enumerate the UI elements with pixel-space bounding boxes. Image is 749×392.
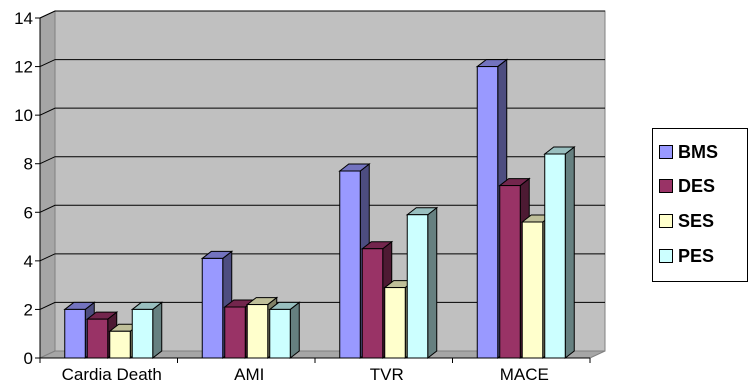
y-tick-label: 6 xyxy=(24,203,33,222)
legend: BMS DES SES PES xyxy=(652,128,748,282)
legend-label: PES xyxy=(678,245,715,266)
x-tick-label: MACE xyxy=(500,365,549,384)
gridline xyxy=(39,107,605,116)
y-tick-label: 14 xyxy=(14,9,33,28)
y-tick-label: 4 xyxy=(24,252,33,271)
legend-swatch xyxy=(659,214,673,228)
legend-item-bms: BMS xyxy=(659,141,718,163)
bar-pes-4 xyxy=(543,145,576,360)
gridline xyxy=(39,59,605,68)
y-tick-label: 10 xyxy=(14,106,33,125)
legend-label: SES xyxy=(678,210,715,231)
y-tick-label: 2 xyxy=(24,300,33,319)
legend-label: DES xyxy=(678,175,716,196)
y-tick-label: 12 xyxy=(14,58,33,77)
x-axis: Cardia Death AMI TVR MACE xyxy=(39,357,591,384)
legend-swatch xyxy=(659,179,673,193)
x-tick-label: AMI xyxy=(234,365,264,384)
legend-item-pes: PES xyxy=(659,245,714,267)
bar-pes-1 xyxy=(130,301,164,360)
gridline xyxy=(39,204,605,213)
legend-label: BMS xyxy=(678,141,718,162)
legend-item-ses: SES xyxy=(659,210,714,232)
y-tick-label: 0 xyxy=(24,349,33,368)
legend-item-des: DES xyxy=(659,175,715,197)
bars xyxy=(63,58,576,360)
bar-pes-3 xyxy=(405,206,439,360)
y-tick-label: 8 xyxy=(24,155,33,174)
y-axis: 0 2 4 6 8 10 12 14 xyxy=(14,9,41,368)
x-tick-label: TVR xyxy=(370,365,404,384)
gridline xyxy=(39,10,605,19)
legend-swatch xyxy=(659,145,673,159)
gridline xyxy=(39,156,605,165)
x-tick-label: Cardia Death xyxy=(62,365,162,384)
bar-pes-2 xyxy=(268,301,301,360)
legend-swatch xyxy=(659,249,673,263)
